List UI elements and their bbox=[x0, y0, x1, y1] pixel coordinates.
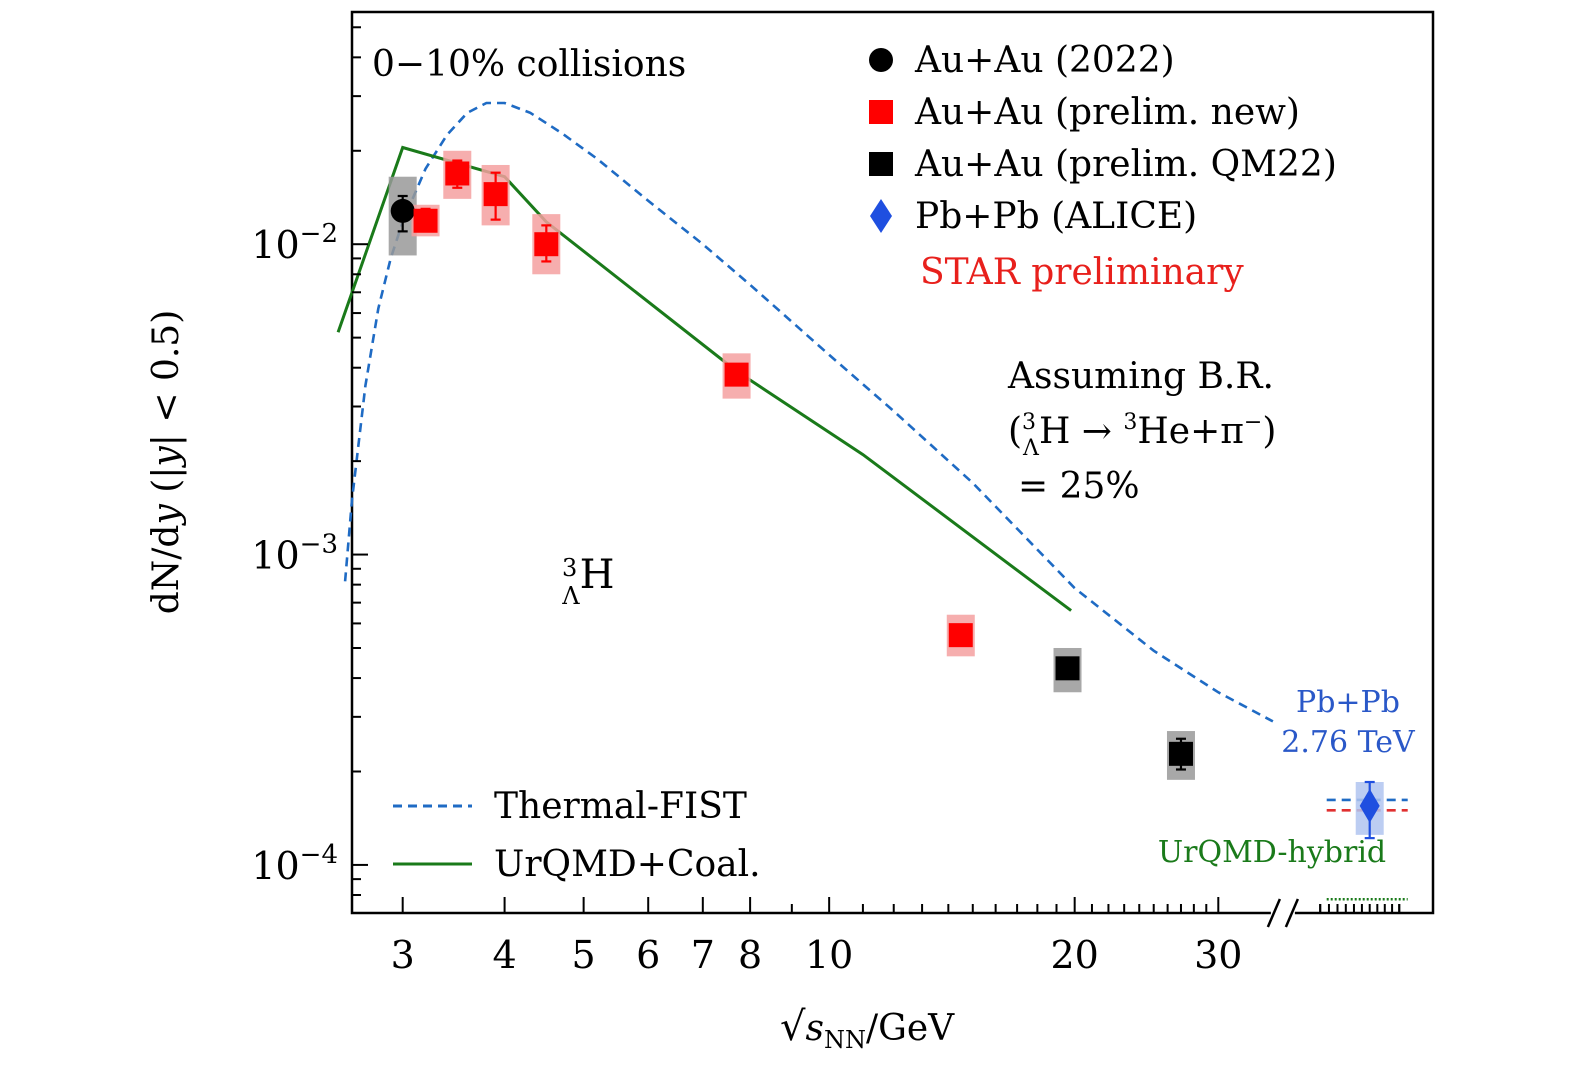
legend-marker-square bbox=[869, 100, 893, 124]
y-tick-label: 10−4 bbox=[251, 840, 338, 888]
legend-label: Au+Au (2022) bbox=[914, 40, 1175, 81]
x-axis-title: √sNN/GeV bbox=[780, 1004, 955, 1054]
pbpb-label-line2: 2.76 TeV bbox=[1281, 725, 1416, 760]
data-point-circle bbox=[390, 198, 415, 223]
assuming-br-line3: = 25% bbox=[1018, 466, 1140, 507]
x-tick-label: 10 bbox=[805, 933, 853, 977]
hyper-sub-lambda: Λ bbox=[561, 582, 580, 610]
legend-label: Au+Au (prelim. QM22) bbox=[914, 144, 1337, 185]
model-legend-label: Thermal-FIST bbox=[494, 786, 747, 827]
x-tick-label: 6 bbox=[636, 933, 660, 977]
data-points bbox=[390, 159, 1380, 840]
data-point-square bbox=[1168, 741, 1193, 766]
x-tick-label: 7 bbox=[691, 933, 715, 977]
br-sub-lambda: Λ bbox=[1022, 436, 1040, 461]
data-point-square bbox=[948, 623, 973, 648]
br-sup-minus: − bbox=[1244, 410, 1262, 435]
axis-break-mark bbox=[1284, 898, 1300, 928]
assuming-br-line1: Assuming B.R. bbox=[1007, 356, 1274, 397]
pbpb-label-line1: Pb+Pb bbox=[1296, 685, 1400, 720]
urqmd-hybrid-label: UrQMD-hybrid bbox=[1158, 835, 1386, 870]
y-axis-title: dN/dy (|y| < 0.5) bbox=[146, 310, 187, 615]
hypertriton-label: 3 ΛH bbox=[561, 552, 614, 610]
x-tick-label: 20 bbox=[1050, 933, 1098, 977]
legend-label: Au+Au (prelim. new) bbox=[914, 92, 1300, 133]
model-legend: Thermal-FIST UrQMD+Coal. bbox=[393, 786, 761, 885]
assuming-br-line2: (3 ΛH → 3He+π−) bbox=[1008, 410, 1276, 461]
br-sup-3-he: 3 bbox=[1123, 410, 1137, 435]
data-point-square bbox=[1055, 656, 1080, 681]
br-sup-3: 3 bbox=[1022, 410, 1036, 435]
plot-frame-layer bbox=[350, 10, 1435, 915]
data-point-square bbox=[534, 232, 559, 257]
axis-break-mark bbox=[1266, 898, 1282, 928]
legend: Au+Au (2022) Au+Au (prelim. new) Au+Au (pr… bbox=[869, 40, 1337, 237]
hyper-sup-3: 3 bbox=[562, 554, 577, 582]
thermal-fist-curve bbox=[343, 101, 1274, 723]
star-preliminary-label: STAR preliminary bbox=[920, 252, 1244, 293]
plot-frame bbox=[350, 10, 1435, 915]
centrality-label: 0−10% collisions bbox=[372, 44, 686, 85]
legend-marker-square bbox=[869, 152, 893, 176]
data-point-square bbox=[724, 362, 749, 387]
data-point-diamond bbox=[1359, 788, 1380, 823]
axis-break-mask bbox=[1270, 907, 1295, 919]
y-tick-label: 10−3 bbox=[251, 530, 338, 578]
x-tick-label: 30 bbox=[1194, 933, 1242, 977]
x-tick-label: 4 bbox=[492, 933, 516, 977]
legend-marker-diamond bbox=[870, 199, 892, 233]
x-tick-label: 5 bbox=[572, 933, 596, 977]
model-legend-label: UrQMD+Coal. bbox=[494, 844, 761, 885]
data-point-square bbox=[445, 161, 470, 186]
y-tick-label: 10−2 bbox=[251, 219, 338, 267]
data-point-square bbox=[483, 182, 508, 207]
axes: 10−2 10−3 10−4 3 4 5 6 7 8 10 20 30 bbox=[251, 26, 1401, 977]
legend-label: Pb+Pb (ALICE) bbox=[915, 196, 1197, 237]
data-point-square bbox=[413, 208, 438, 233]
x-tick-label: 8 bbox=[738, 933, 762, 977]
x-tick-label: 3 bbox=[391, 933, 415, 977]
legend-marker-circle bbox=[869, 48, 893, 72]
